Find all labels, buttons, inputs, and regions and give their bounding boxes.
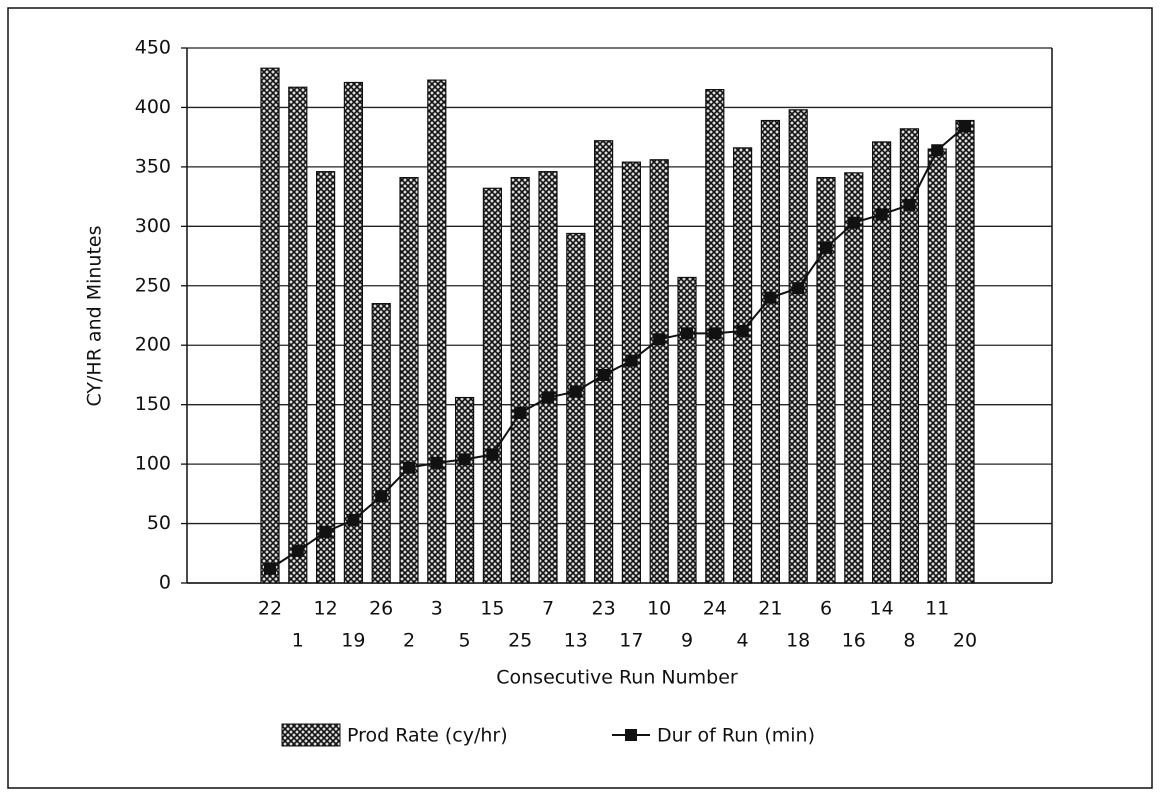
y-tick-label: 250	[135, 274, 171, 296]
x-tick-label: 17	[619, 630, 643, 652]
bar	[871, 141, 892, 584]
line-marker	[875, 208, 888, 221]
bar	[760, 119, 781, 584]
line-marker	[597, 368, 610, 381]
x-tick-label: 25	[508, 630, 532, 652]
bar	[816, 176, 836, 584]
line-marker	[959, 120, 971, 133]
x-tick-label: 9	[681, 630, 693, 652]
y-tick-label: 200	[135, 334, 171, 356]
line-marker	[514, 406, 527, 419]
x-tick-label: 4	[737, 630, 749, 652]
x-tick-label: 3	[431, 598, 443, 620]
x-tick-label: 24	[703, 598, 727, 620]
line-marker	[653, 333, 666, 346]
bar	[955, 119, 975, 584]
line-marker	[430, 456, 443, 469]
x-tick-label: 22	[258, 598, 282, 620]
legend-label: Prod Rate (cy/hr)	[347, 725, 508, 747]
y-tick-label: 0	[159, 572, 171, 594]
x-tick-label: 19	[341, 630, 365, 652]
x-tick-label: 7	[542, 598, 554, 620]
bar	[371, 303, 391, 584]
x-tick-label: 20	[953, 630, 977, 652]
line-marker	[458, 453, 471, 466]
line-marker	[820, 241, 832, 254]
x-tick-label: 2	[403, 630, 415, 652]
line-marker	[375, 490, 388, 503]
x-tick-label: 10	[647, 598, 671, 620]
line-marker	[847, 216, 860, 229]
frame	[7, 7, 1153, 789]
bar	[593, 140, 614, 584]
x-tick-label: 26	[369, 598, 393, 620]
x-tick-label: 5	[459, 630, 471, 652]
line-marker	[903, 198, 916, 211]
line-marker	[736, 324, 749, 337]
bar	[316, 171, 336, 584]
x-tick-label: 12	[314, 598, 338, 620]
line-marker	[792, 282, 805, 295]
line-marker	[764, 291, 777, 304]
bar	[649, 159, 669, 584]
bar	[510, 176, 530, 584]
line-marker	[625, 354, 638, 367]
line-marker	[681, 327, 693, 340]
y-tick-label: 400	[135, 96, 171, 118]
line-marker	[486, 448, 499, 461]
x-tick-label: 14	[870, 598, 894, 620]
bar	[427, 79, 447, 584]
x-tick-label: 1	[292, 630, 304, 652]
y-tick-label: 300	[135, 215, 171, 237]
x-tick-label: 16	[842, 630, 866, 652]
bar	[788, 109, 808, 584]
y-tick-label: 100	[135, 453, 171, 475]
bar	[844, 172, 864, 584]
y-tick-label: 150	[135, 393, 171, 415]
line-marker	[291, 544, 304, 557]
bar	[343, 81, 363, 584]
bar	[927, 148, 947, 584]
y-tick-label: 450	[135, 37, 171, 59]
x-tick-label: 11	[925, 598, 949, 620]
bar	[455, 396, 475, 584]
x-tick-label: 23	[592, 598, 616, 620]
bar	[566, 232, 586, 584]
line-marker	[319, 525, 332, 538]
bar	[677, 276, 697, 584]
line-marker	[403, 461, 415, 474]
bar	[482, 187, 502, 584]
bar	[538, 171, 558, 584]
y-tick-label: 350	[135, 155, 171, 177]
bar	[288, 86, 308, 584]
x-axis-title: Consecutive Run Number	[496, 667, 738, 689]
line-marker	[569, 385, 582, 398]
bar	[899, 128, 920, 584]
x-tick-label: 21	[758, 598, 782, 620]
line-marker	[931, 144, 944, 157]
x-tick-label: 8	[903, 630, 915, 652]
y-axis-title: CY/HR and Minutes	[84, 225, 106, 406]
bar	[260, 67, 280, 584]
bar	[732, 147, 753, 584]
line-marker	[542, 391, 554, 404]
x-tick-label: 6	[820, 598, 832, 620]
line-marker	[347, 513, 360, 526]
line-marker	[708, 327, 721, 340]
x-tick-label: 18	[786, 630, 810, 652]
y-tick-label: 50	[147, 512, 171, 534]
legend-swatch	[281, 723, 341, 747]
x-tick-label: 15	[480, 598, 504, 620]
line-marker	[264, 562, 276, 575]
legend-marker	[625, 729, 637, 741]
bar	[621, 161, 642, 584]
legend-label: Dur of Run (min)	[657, 725, 815, 747]
bar	[399, 176, 419, 584]
x-tick-label: 13	[564, 630, 588, 652]
